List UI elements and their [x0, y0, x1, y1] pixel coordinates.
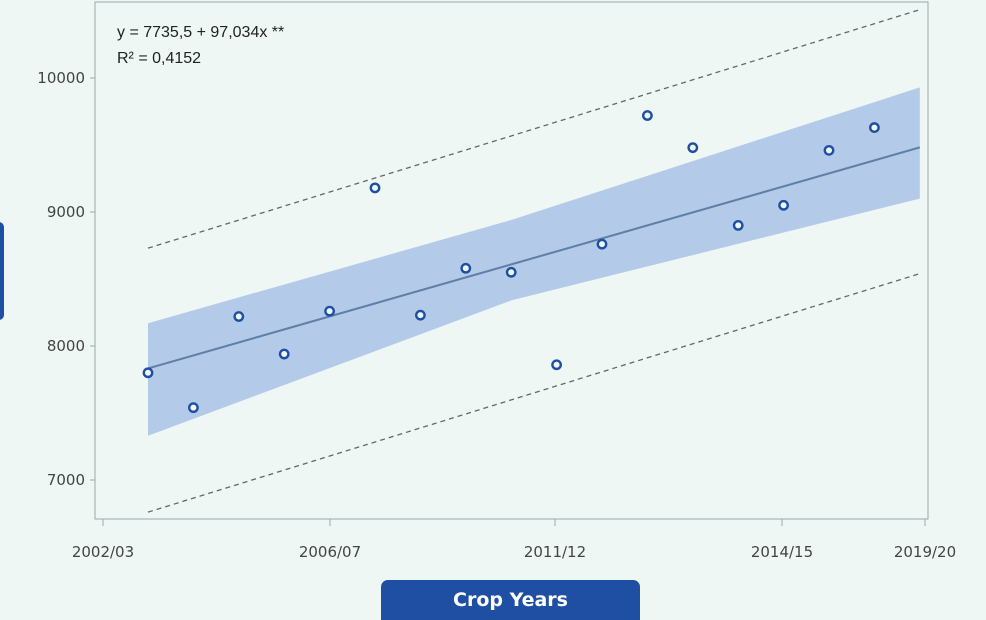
- data-point: [823, 144, 835, 156]
- x-tick-label: 2014/15: [751, 543, 813, 561]
- lines-layer: [147, 9, 921, 513]
- confidence-band-layer: [148, 87, 920, 436]
- y-tick-label: 8000: [47, 337, 85, 355]
- data-point: [187, 402, 199, 414]
- equation-annotation: y = 7735,5 + 97,034x **: [117, 24, 284, 41]
- data-point: [642, 110, 653, 121]
- axes-layer: 7000 8000 9000 10000 2002/03 2006/07 2011/12 20…: [37, 1, 956, 561]
- data-point: [460, 262, 472, 274]
- x-tick-label: 2002/03: [72, 543, 134, 561]
- data-point: [278, 348, 290, 360]
- y-tick-label: 9000: [47, 203, 85, 221]
- data-point: [551, 359, 562, 371]
- data-point: [732, 219, 744, 231]
- plot-frame: [94, 1, 929, 520]
- fit-line: [147, 146, 921, 370]
- y-axis-label-badge: [0, 222, 4, 320]
- y-tick-label: 10000: [37, 69, 85, 87]
- data-point: [142, 367, 154, 379]
- x-tick-label: 2011/12: [524, 543, 586, 561]
- data-point: [233, 311, 245, 322]
- points-layer: [142, 110, 880, 414]
- data-point: [324, 305, 335, 317]
- confidence-band: [148, 87, 920, 436]
- x-tick-label: 2006/07: [299, 543, 361, 561]
- data-point: [505, 266, 517, 278]
- y-tick-label: 7000: [47, 471, 85, 489]
- data-point: [687, 142, 699, 154]
- x-tick-label: 2019/20: [894, 543, 956, 561]
- x-axis-label: Crop Years: [381, 580, 640, 620]
- data-point: [414, 309, 426, 321]
- data-point: [869, 122, 880, 133]
- data-point: [778, 199, 789, 211]
- r-squared-annotation: R² = 0,4152: [117, 50, 201, 67]
- data-point: [369, 182, 381, 194]
- data-point: [596, 238, 608, 250]
